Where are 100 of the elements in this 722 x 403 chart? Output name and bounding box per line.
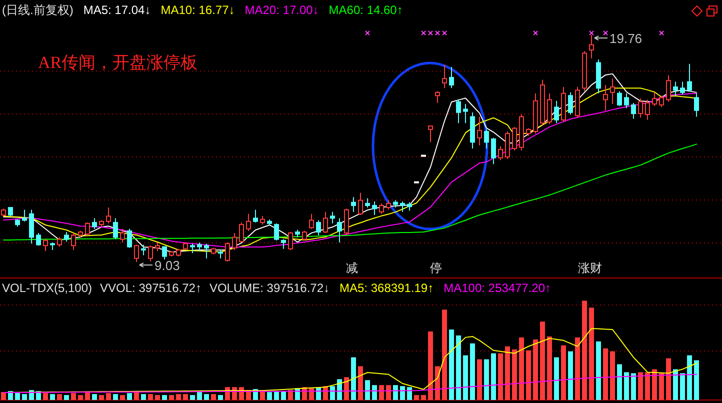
bar — [99, 395, 104, 400]
bar — [491, 353, 496, 400]
candlestick — [330, 211, 335, 224]
bar — [526, 350, 531, 400]
candlestick — [253, 209, 258, 223]
candlestick — [134, 244, 139, 262]
bar — [162, 395, 167, 400]
bar — [379, 385, 384, 400]
candlestick — [43, 238, 48, 252]
text: VOLUME: 397516.72↓ — [209, 281, 330, 295]
candlestick — [638, 98, 643, 118]
bar — [561, 345, 566, 400]
candlestick — [302, 230, 307, 241]
candlestick — [554, 100, 559, 124]
bar — [533, 339, 538, 400]
candlestick — [435, 90, 440, 104]
bar — [582, 300, 587, 400]
bar — [78, 395, 83, 400]
annotation: AR传闻，开盘涨停板 — [38, 53, 198, 72]
bar — [610, 351, 615, 400]
bar — [92, 394, 97, 400]
bar — [589, 308, 594, 400]
annotation: 减 — [346, 261, 358, 275]
bar — [554, 357, 559, 400]
annotation: 19.76 — [610, 31, 642, 46]
bar — [498, 353, 503, 400]
bar — [442, 310, 447, 400]
candlestick — [498, 146, 503, 161]
candlestick — [400, 200, 405, 212]
candlestick — [106, 207, 111, 224]
bar — [680, 373, 685, 400]
candlestick — [372, 200, 377, 216]
text: MA20: 17.00↓ — [244, 3, 319, 17]
candlestick — [617, 90, 622, 107]
bar — [351, 357, 356, 400]
candlestick — [113, 218, 118, 240]
text: MA5: 368391.19↑ — [340, 281, 434, 295]
candlestick — [232, 232, 237, 250]
candlestick — [225, 242, 230, 262]
candlestick — [141, 244, 146, 256]
candlestick — [463, 104, 468, 124]
chart-title: (日线.前复权) — [2, 3, 74, 17]
bar — [505, 346, 510, 400]
candlestick — [687, 63, 692, 92]
bar — [267, 392, 272, 400]
bar — [211, 394, 216, 400]
bar — [673, 369, 678, 400]
candlestick — [57, 236, 62, 248]
bar — [204, 394, 209, 400]
candlestick — [505, 130, 510, 160]
candlestick — [36, 232, 41, 246]
bar — [64, 395, 69, 400]
candlestick — [386, 200, 391, 210]
candlestick — [358, 192, 363, 216]
candlestick — [281, 238, 286, 250]
candlestick — [204, 243, 209, 259]
bar — [43, 393, 48, 400]
bar — [638, 372, 643, 400]
bar — [596, 341, 601, 400]
candlestick — [379, 202, 384, 214]
bar — [428, 331, 433, 400]
candlestick — [316, 220, 321, 236]
bar — [85, 392, 90, 400]
candlestick — [645, 99, 650, 120]
candlestick — [148, 245, 153, 262]
candlestick — [512, 126, 517, 152]
text: MA60: 14.60↑ — [328, 3, 403, 17]
candlestick — [694, 92, 699, 118]
candlestick — [659, 95, 664, 108]
text: MA5: 17.04↓ — [83, 3, 151, 17]
bar — [449, 329, 454, 400]
candlestick — [365, 198, 370, 208]
candlestick — [344, 208, 349, 236]
candlestick — [246, 213, 251, 232]
bar — [603, 348, 608, 400]
candlestick — [477, 116, 482, 146]
bar — [400, 386, 405, 400]
bar — [134, 392, 139, 400]
bar — [470, 343, 475, 400]
bar — [190, 395, 195, 400]
bar — [218, 395, 223, 400]
bar — [421, 395, 426, 400]
candlestick — [351, 196, 356, 212]
bar — [463, 355, 468, 400]
bar — [148, 394, 153, 400]
bar — [484, 359, 489, 400]
candlestick — [92, 218, 97, 230]
bar — [50, 394, 55, 400]
candlestick — [666, 74, 671, 102]
annotation: 涨财 — [578, 261, 602, 275]
bar — [183, 394, 188, 400]
bar — [127, 393, 132, 400]
bar — [645, 372, 650, 400]
annotation: 停 — [430, 261, 442, 275]
bar — [169, 395, 174, 400]
bar — [386, 385, 391, 400]
bar — [330, 386, 335, 400]
bar — [288, 390, 293, 400]
candlestick — [491, 137, 496, 165]
candlestick — [547, 92, 552, 124]
